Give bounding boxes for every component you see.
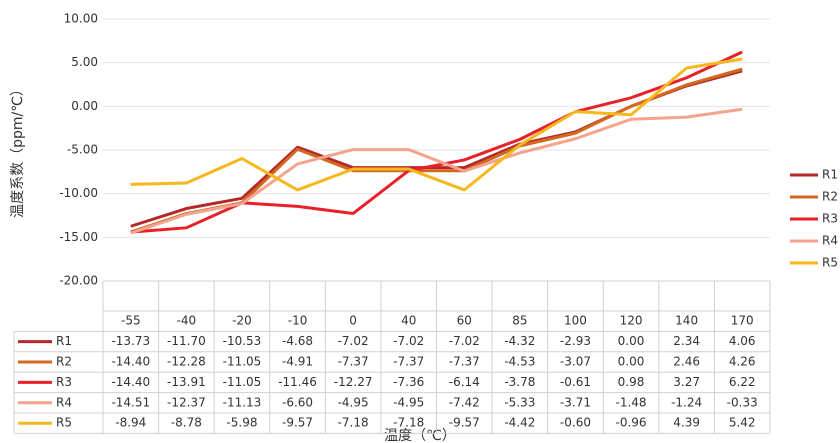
table-cell: 4.39 [673,416,700,430]
table-cell: -11.05 [223,375,262,389]
table-cell: -4.91 [282,355,313,369]
table-cell: -3.78 [504,375,535,389]
table-cell: -4.53 [504,355,535,369]
legend-label: R2 [822,190,838,204]
table-cell: -9.57 [449,416,480,430]
table-cell: -1.24 [671,395,702,409]
y-tick-label: -5.00 [67,143,98,157]
table-cell: 2.34 [673,334,700,348]
table-series-name: R3 [56,375,72,389]
table-cell: -6.14 [449,375,480,389]
table-cell: -6.60 [282,395,313,409]
table-cell: -7.18 [393,416,424,430]
table-cell: -8.78 [171,416,202,430]
table-cell: 5.42 [729,416,756,430]
table-cell: -0.33 [727,395,758,409]
table-cell: 0.98 [618,375,645,389]
x-tick-label: 100 [564,314,587,328]
x-tick-label: -10 [288,314,308,328]
table-cell: -7.36 [393,375,424,389]
table-cell: -7.37 [449,355,480,369]
table-cell: -3.07 [560,355,591,369]
x-tick-label: -20 [232,314,252,328]
series-line [130,57,743,192]
table-cell: -1.48 [616,395,647,409]
table-cell: -11.70 [167,334,206,348]
x-tick-label: 60 [457,314,472,328]
table-series-name: R4 [56,395,72,409]
table-cell: -7.02 [449,334,480,348]
table-cell: -7.02 [393,334,424,348]
y-tick-label: -10.00 [59,186,98,200]
y-tick-label: 5.00 [71,55,98,69]
table-cell: 4.06 [729,334,756,348]
table-cell: -10.53 [223,334,262,348]
y-tick-label: -15.00 [59,230,98,244]
table-cell: -13.91 [167,375,206,389]
series-line [130,50,743,234]
table-cell: -11.05 [223,355,262,369]
table-cell: -4.42 [504,416,535,430]
table-cell: 2.46 [673,355,700,369]
x-axis-label: 温度（℃） [384,428,456,443]
table-cell: -12.37 [167,395,206,409]
table-cell: -11.13 [223,395,262,409]
table-cell: 6.22 [729,375,756,389]
legend-label: R1 [822,168,838,182]
table-cell: 4.26 [729,355,756,369]
table-cell: -12.27 [334,375,373,389]
table-cell: -7.42 [449,395,480,409]
table-cell: -7.37 [338,355,369,369]
legend-label: R4 [822,234,838,248]
table-cell: 0.00 [618,355,645,369]
table-cell: -3.71 [560,395,591,409]
table-cell: -7.37 [393,355,424,369]
series-line [130,107,743,235]
table-cell: -9.57 [282,416,313,430]
x-tick-label: 140 [675,314,698,328]
x-tick-label: -55 [121,314,141,328]
table-cell: -11.46 [278,375,317,389]
table-cell: -8.94 [115,416,146,430]
table-cell: -5.98 [226,416,257,430]
table-cell: -14.40 [111,355,150,369]
table-cell: -4.95 [338,395,369,409]
table-series-name: R1 [56,334,72,348]
table-cell: -0.60 [560,416,591,430]
x-tick-label: -40 [177,314,197,328]
table-cell: -0.61 [560,375,591,389]
table-cell: -4.68 [282,334,313,348]
y-axis-label: 温度系数（ppm/℃） [10,82,26,218]
x-tick-label: 85 [512,314,527,328]
x-tick-label: 0 [349,314,357,328]
table-cell: -12.28 [167,355,206,369]
table-cell: 3.27 [673,375,700,389]
x-tick-label: 120 [620,314,643,328]
y-tick-label: 0.00 [71,99,98,113]
x-tick-label: 40 [401,314,416,328]
legend-label: R5 [822,256,838,270]
series-line [130,69,743,228]
table-cell: -5.33 [504,395,535,409]
table-cell: -4.95 [393,395,424,409]
table-cell: -14.40 [111,375,150,389]
table-cell: 0.00 [618,334,645,348]
x-tick-label: 170 [731,314,754,328]
table-series-name: R5 [56,416,72,430]
table-cell: -13.73 [111,334,150,348]
legend-label: R3 [822,212,838,226]
table-cell: -0.96 [616,416,647,430]
y-tick-label: 10.00 [64,12,98,26]
table-cell: -7.02 [338,334,369,348]
table-cell: -7.18 [338,416,369,430]
table-cell: -4.32 [504,334,535,348]
y-tick-label: -20.00 [59,274,98,288]
table-cell: -2.93 [560,334,591,348]
table-series-name: R2 [56,355,72,369]
table-cell: -14.51 [111,395,150,409]
